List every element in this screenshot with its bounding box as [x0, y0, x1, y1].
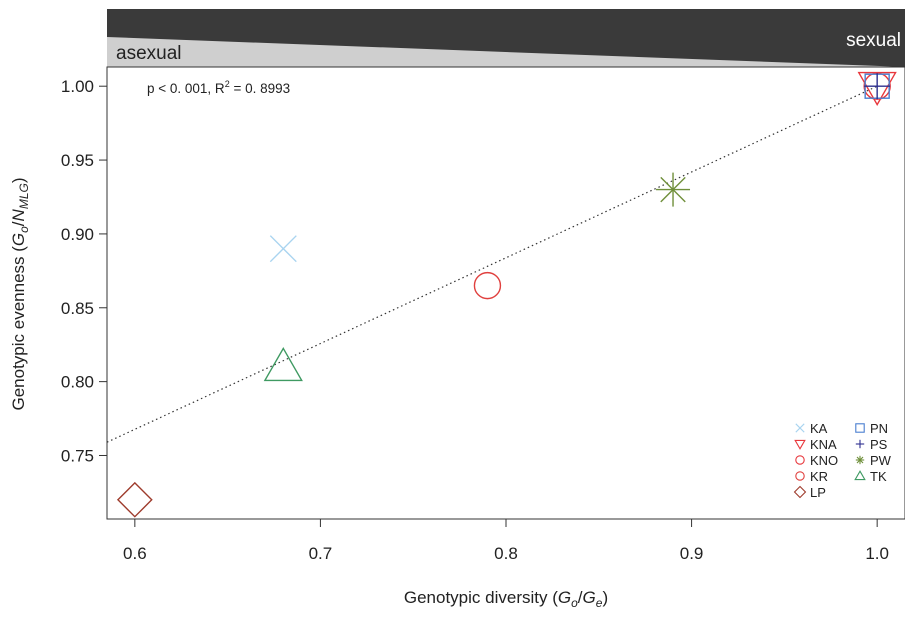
legend-marker-pn	[855, 423, 865, 433]
x-tick-label-4: 1.0	[865, 544, 889, 563]
legend-marker-lp	[793, 485, 807, 499]
banner-asexual-label: asexual	[116, 43, 182, 64]
y-tick-label-4: 0.95	[61, 151, 94, 170]
stats-annotation: p < 0. 001, R2 = 0. 8993	[147, 79, 290, 96]
x-tick-label-3: 0.9	[680, 544, 704, 563]
legend-label-pn: PN	[870, 421, 888, 436]
point-kr	[473, 271, 502, 300]
banner-gradient-wedge	[107, 37, 905, 67]
point-tk	[263, 347, 303, 382]
legend-marker-pw	[855, 455, 865, 465]
x-tick-label-1: 0.7	[309, 544, 333, 563]
banner-sexual-label: sexual	[846, 30, 901, 51]
reproduction-banner: asexual sexual	[107, 9, 905, 67]
trend-line	[106, 85, 878, 443]
legend-marker-tk	[854, 470, 866, 481]
legend-label-kna: KNA	[810, 437, 837, 452]
point-pw	[656, 172, 691, 207]
legend-marker-kna	[794, 439, 806, 450]
legend-marker-ka	[795, 423, 805, 433]
legend-label-pw: PW	[870, 453, 892, 468]
legend-label-kr: KR	[810, 469, 828, 484]
legend-label-ka: KA	[810, 421, 828, 436]
y-tick-label-1: 0.80	[61, 373, 94, 392]
y-tick-label-2: 0.85	[61, 299, 94, 318]
y-tick-label-0: 0.75	[61, 446, 94, 465]
x-tick-label-0: 0.6	[123, 544, 147, 563]
legend-label-ps: PS	[870, 437, 888, 452]
x-axis-label: Genotypic diversity (Go/Ge)	[404, 588, 608, 610]
y-tick-label-5: 1.00	[61, 77, 94, 96]
legend-marker-kno	[795, 455, 805, 465]
point-ps	[864, 73, 891, 100]
legend-marker-kr	[795, 471, 805, 481]
y-tick-label-3: 0.90	[61, 225, 94, 244]
legend-label-lp: LP	[810, 485, 826, 500]
trend-line-group	[106, 85, 878, 443]
point-ka	[269, 235, 297, 263]
data-points	[116, 71, 897, 518]
axes: 0.6 0.7 0.8 0.9 1.0 0.75 0.80 0.85 0.90 0.95 1.00	[61, 77, 889, 563]
y-axis-label: Genotypic evenness (Go/NMLG)	[9, 177, 31, 410]
legend-label-kno: KNO	[810, 453, 838, 468]
legend-marker-ps	[855, 439, 865, 449]
point-lp	[116, 481, 153, 518]
legend-label-tk: TK	[870, 469, 887, 484]
x-tick-label-2: 0.8	[494, 544, 518, 563]
plot-frame	[106, 66, 905, 520]
